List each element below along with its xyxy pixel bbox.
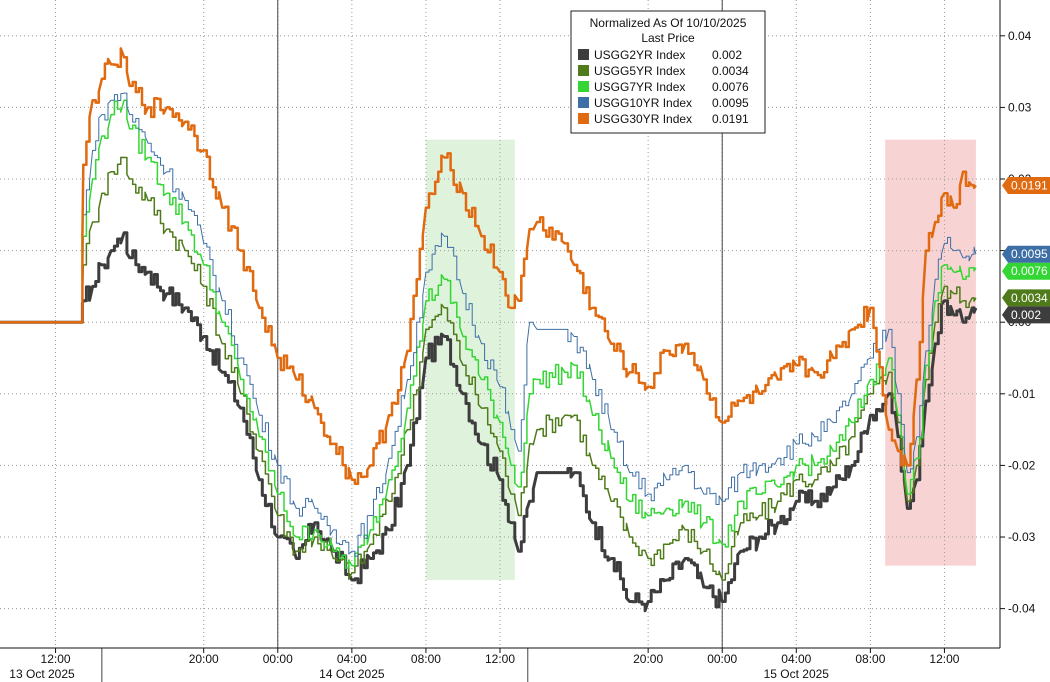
series-line-0 [0,231,978,613]
x-tick-label-7: 00:00 [707,652,737,666]
legend-swatch-0 [578,49,589,60]
legend-swatch-2 [578,81,589,92]
legend-value-1: 0.0034 [712,64,749,78]
legend: Normalized As Of 10/10/2025 Last Price U… [570,10,766,134]
value-tag-label-2: 0.0076 [1011,264,1048,278]
legend-label-3: USGG10YR Index [594,96,692,110]
value-tag-label-0: 0.002 [1011,308,1041,322]
y-tick-label-5: -0.01 [1008,387,1036,401]
date-label-1: 14 Oct 2025 [319,667,385,681]
value-tag-label-3: 0.0095 [1011,247,1048,261]
date-label-2: 15 Oct 2025 [764,667,830,681]
y-tick-label-1: 0.03 [1008,100,1032,114]
grid-lines [0,0,1000,682]
value-tag-1 [1002,289,1050,307]
x-tick-label-9: 08:00 [855,652,885,666]
y-tick-label-8: -0.04 [1008,602,1036,616]
legend-swatch-3 [578,97,589,108]
x-tick-label-4: 08:00 [411,652,441,666]
legend-box [570,10,766,134]
value-tags: 0.0076 0.0095 0.0034 0.002 0.0191 [1002,176,1050,324]
series-lines [0,47,978,613]
value-tag-0 [1002,306,1050,324]
x-tick-label-1: 20:00 [189,652,219,666]
y-tick-label-7: -0.03 [1008,530,1036,544]
legend-swatch-1 [578,65,589,76]
legend-subtitle: Last Price [641,31,695,45]
legend-value-3: 0.0095 [712,96,749,110]
x-tick-label-3: 04:00 [337,652,367,666]
series-line-3 [0,92,977,557]
value-tag-3 [1002,245,1050,263]
x-tick-label-2: 00:00 [263,652,293,666]
legend-value-2: 0.0076 [712,80,749,94]
shaded-region-0 [425,139,515,580]
series-line-4 [0,47,977,485]
series-line-1 [0,156,977,581]
x-tick-label-8: 04:00 [781,652,811,666]
y-tick-label-0: 0.04 [1008,29,1032,43]
legend-label-4: USGG30YR Index [594,112,692,126]
x-tick-label-6: 20:00 [633,652,663,666]
date-label-0: 13 Oct 2025 [9,667,75,681]
value-tag-label-4: 0.0191 [1011,178,1048,192]
legend-label-1: USGG5YR Index [594,64,685,78]
legend-items: USGG2YR Index 0.002 USGG5YR Index 0.0034 USG… [578,48,749,126]
x-tick-label-10: 12:00 [929,652,959,666]
y-tick-label-6: -0.02 [1008,458,1036,472]
x-tick-label-0: 12:00 [41,652,71,666]
value-tag-label-1: 0.0034 [1011,291,1048,305]
legend-value-0: 0.002 [712,48,742,62]
legend-label-2: USGG7YR Index [594,80,685,94]
legend-label-0: USGG2YR Index [594,48,685,62]
legend-value-4: 0.0191 [712,112,749,126]
value-tag-2 [1002,262,1050,280]
legend-title: Normalized As Of 10/10/2025 [590,16,747,30]
x-axis-ticks: 12:00 20:00 00:00 04:00 08:00 12:00 20:00 00:00… [9,648,960,681]
legend-swatch-4 [578,113,589,124]
value-tag-4 [1002,176,1050,194]
series-line-2 [0,99,977,569]
x-tick-label-5: 12:00 [485,652,515,666]
